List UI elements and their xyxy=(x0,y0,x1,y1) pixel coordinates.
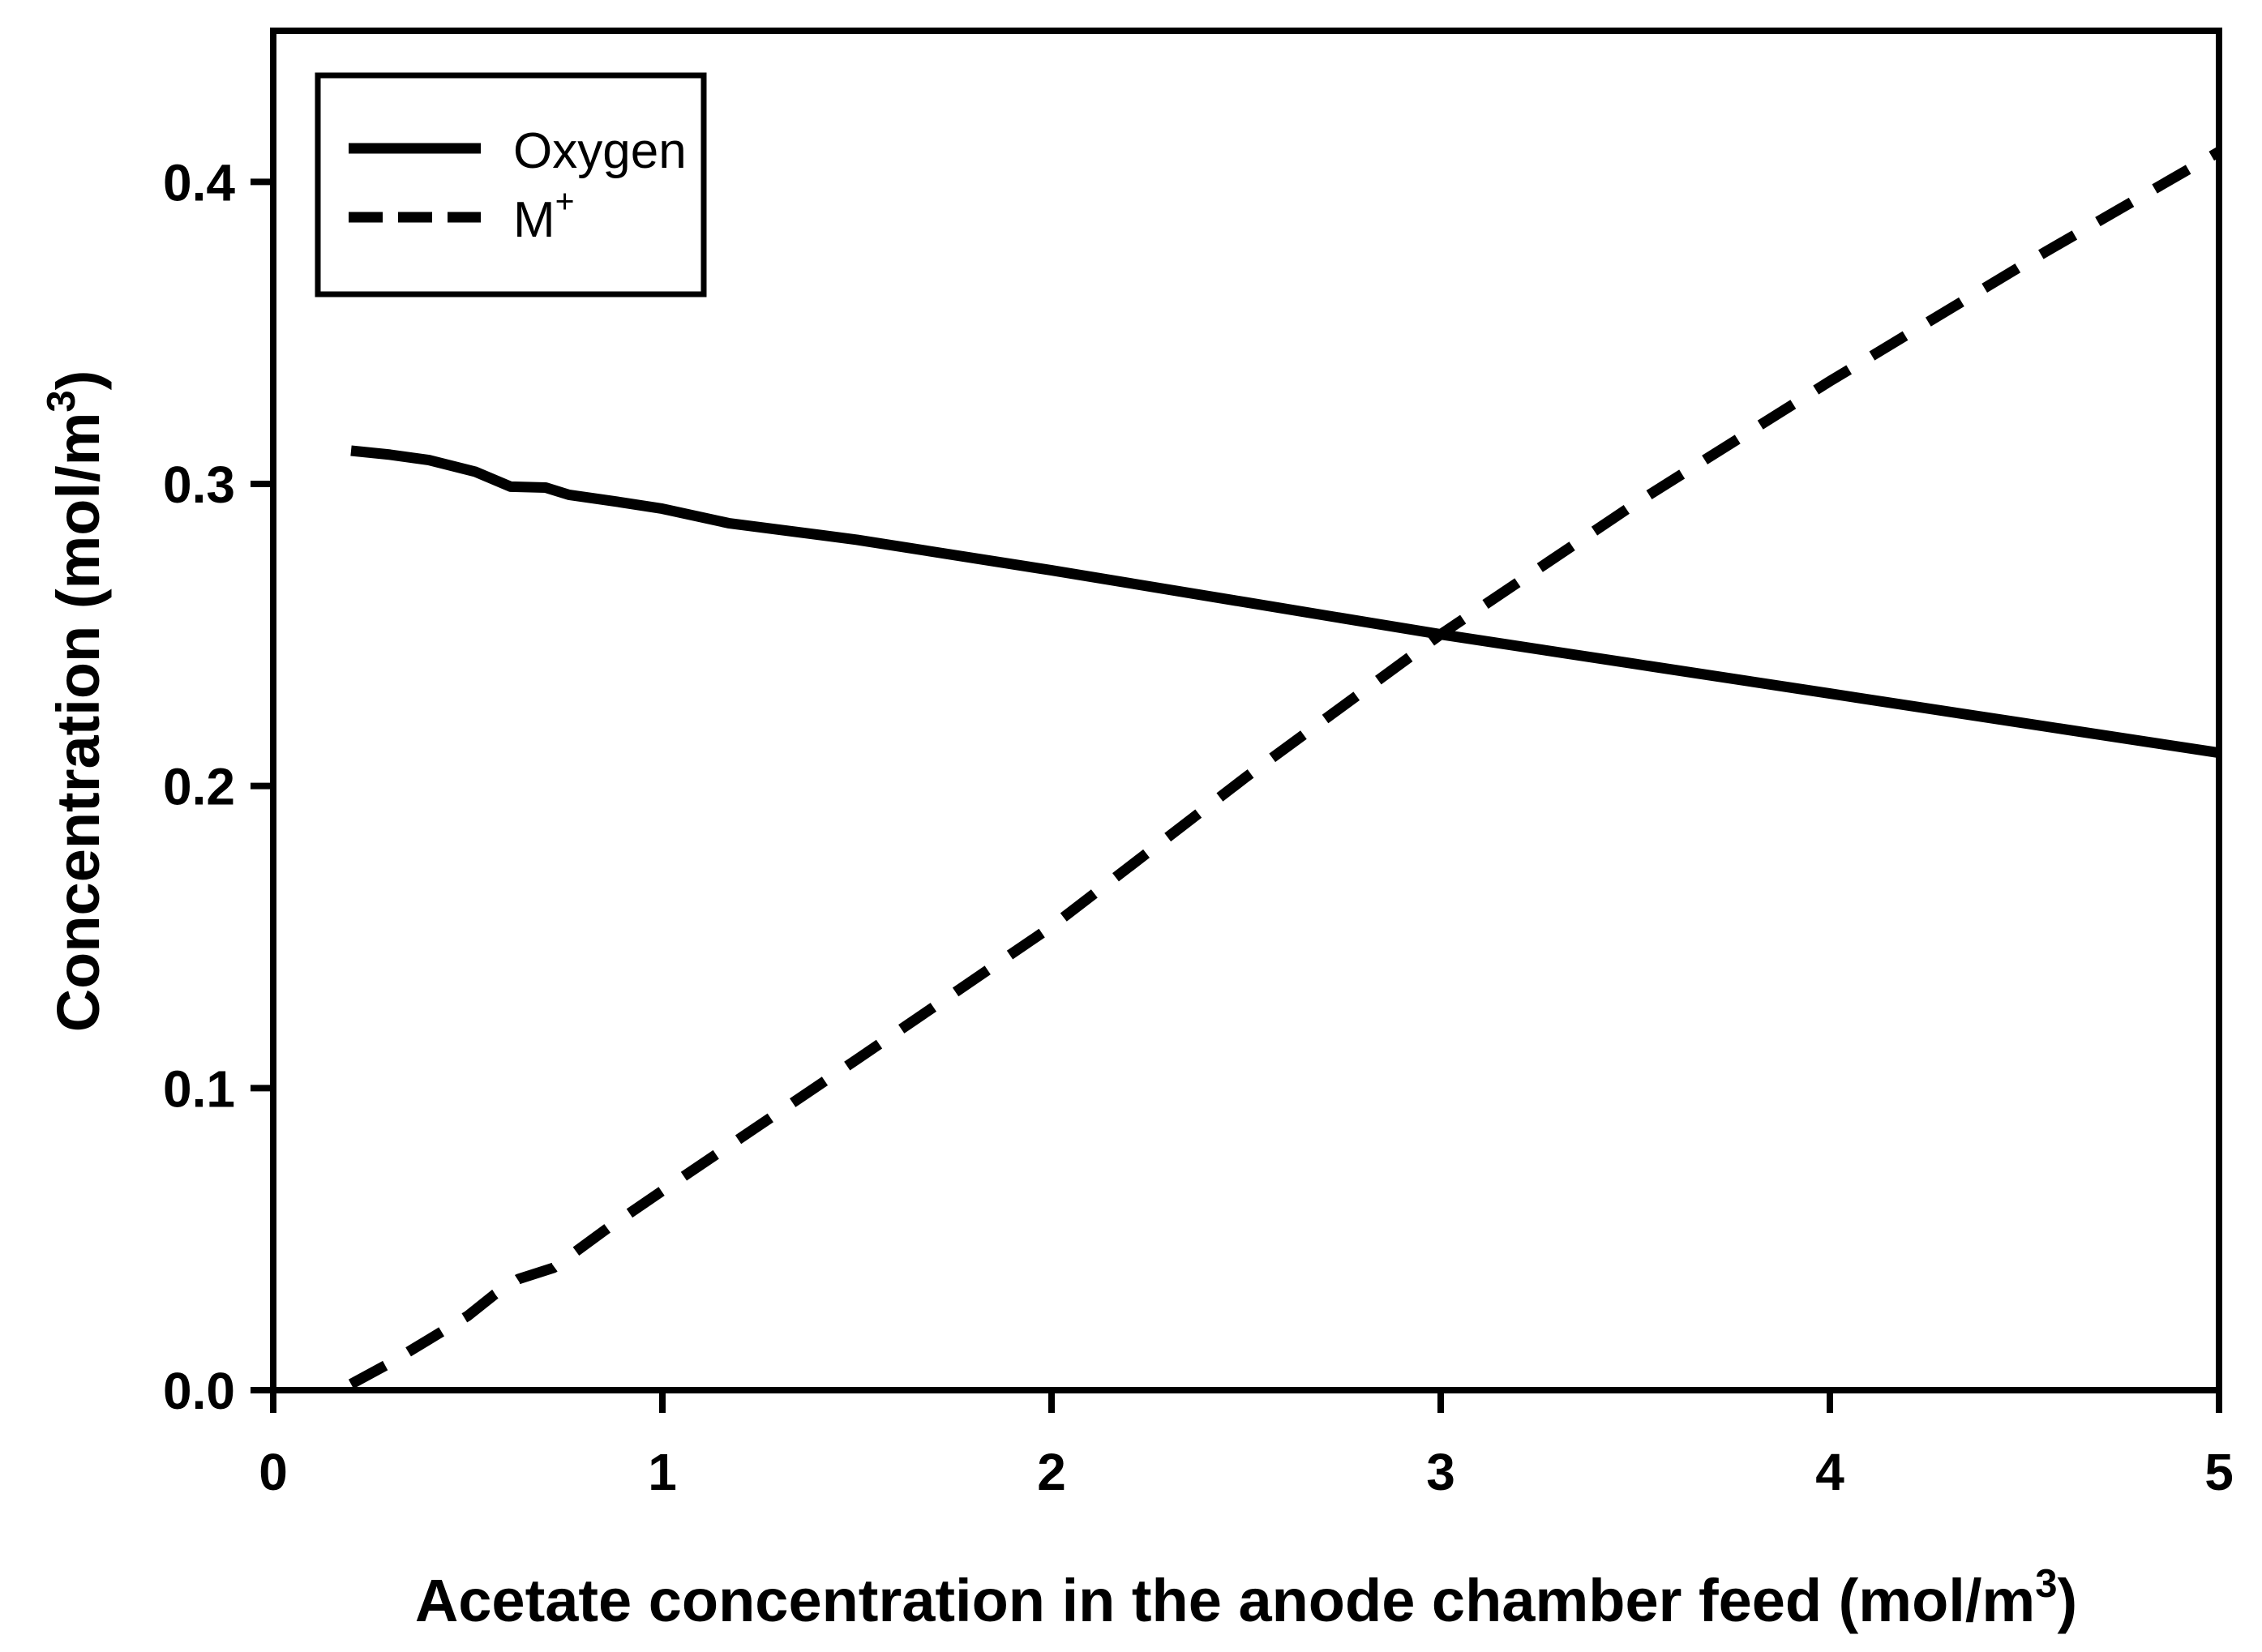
x-axis-tick-label: 4 xyxy=(1815,1443,1844,1501)
plot-border xyxy=(270,28,2222,1393)
axis-titles: Acetate concentration in the anode chamb… xyxy=(40,370,2077,1634)
x-axis-title: Acetate concentration in the anode chamb… xyxy=(415,1562,2077,1634)
y-axis-tick-label: 0.0 xyxy=(163,1362,235,1420)
legend-label: M+ xyxy=(513,182,575,248)
legend-label: Oxygen xyxy=(513,123,687,179)
x-axis-tick-label: 3 xyxy=(1426,1443,1455,1501)
y-axis-title: Concentration (mol/m3) xyxy=(40,370,112,1033)
y-axis-tick-label: 0.1 xyxy=(163,1059,235,1118)
m-line xyxy=(348,147,2222,1389)
oxygen-line xyxy=(350,445,2220,759)
x-axis-ticks: 0 1 2 3 4 5 xyxy=(259,1390,2234,1501)
plot-frame xyxy=(270,28,2222,1393)
data-series xyxy=(348,147,2222,1389)
y-axis-tick-label: 0.2 xyxy=(163,758,235,816)
legend-box xyxy=(315,72,707,297)
x-axis-tick-label: 0 xyxy=(259,1443,288,1501)
x-axis-tick-label: 1 xyxy=(648,1443,677,1501)
y-axis-tick-label: 0.4 xyxy=(163,153,235,212)
x-axis-tick-label: 2 xyxy=(1037,1443,1066,1501)
y-axis-ticks: 0.0 0.1 0.2 0.3 0.4 xyxy=(163,153,273,1420)
x-axis-tick-label: 5 xyxy=(2204,1443,2234,1501)
y-axis-tick-label: 0.3 xyxy=(163,456,235,514)
